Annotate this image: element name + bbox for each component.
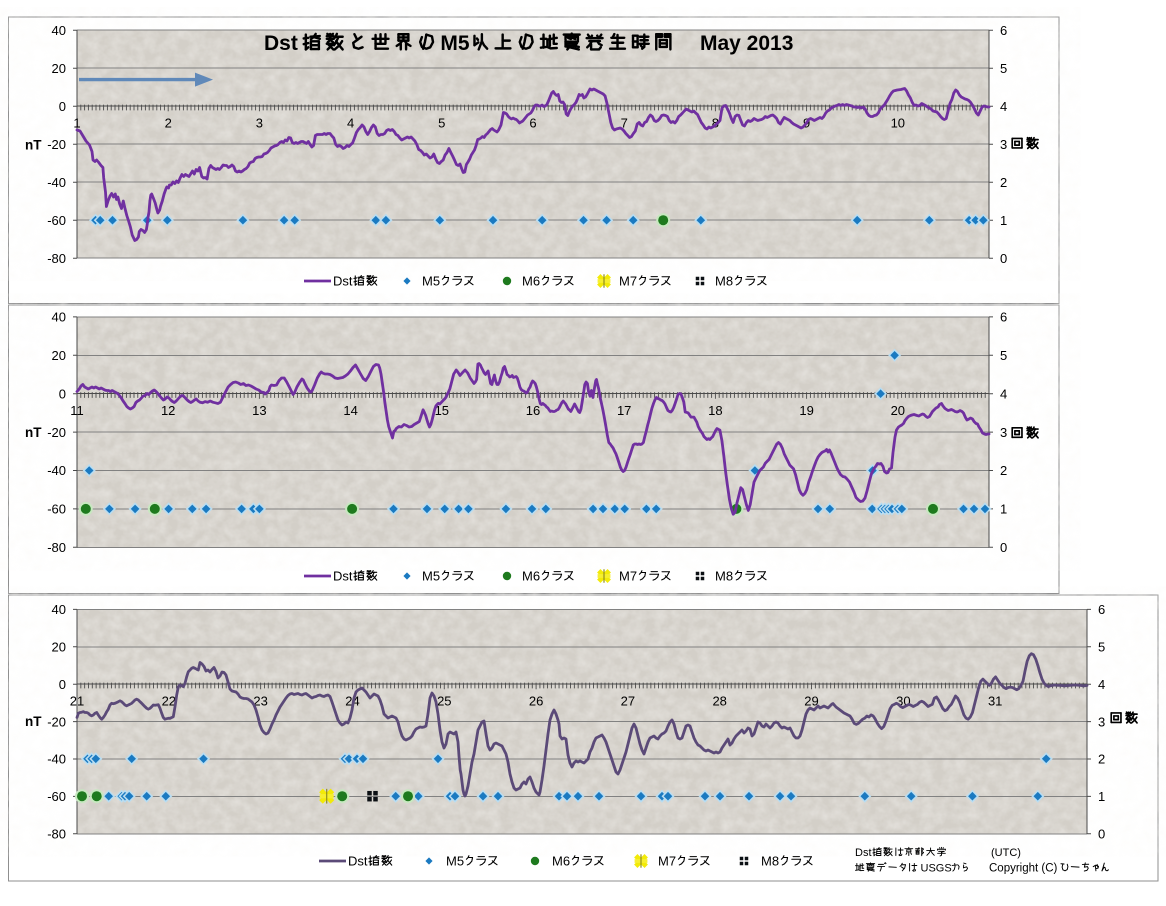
svg-text:M7: M7 (619, 274, 637, 289)
svg-text:0: 0 (1000, 251, 1007, 266)
svg-text:M8: M8 (715, 569, 733, 584)
svg-text:M7: M7 (619, 569, 637, 584)
svg-text:23: 23 (253, 694, 267, 709)
svg-text:-80: -80 (47, 827, 66, 842)
svg-text:(UTC): (UTC) (991, 847, 1021, 859)
svg-text:7: 7 (621, 116, 628, 131)
svg-text:Copyright (C): Copyright (C) (989, 863, 1058, 875)
svg-text:20: 20 (52, 348, 66, 363)
svg-text:2: 2 (1000, 463, 1007, 478)
svg-text:-80: -80 (47, 540, 66, 555)
svg-text:31: 31 (988, 694, 1002, 709)
svg-text:1: 1 (73, 116, 80, 131)
svg-text:Dst: Dst (348, 854, 368, 869)
svg-text:-40: -40 (47, 175, 66, 190)
svg-text:-20: -20 (47, 714, 66, 729)
svg-text:3: 3 (256, 116, 263, 131)
svg-text:15: 15 (435, 403, 449, 418)
svg-text:28: 28 (712, 694, 726, 709)
svg-text:5: 5 (1098, 640, 1105, 655)
svg-text:4: 4 (1000, 386, 1007, 401)
svg-text:1: 1 (1098, 789, 1105, 804)
svg-text:10: 10 (891, 116, 905, 131)
svg-text:6: 6 (1098, 602, 1105, 617)
svg-text:nT: nT (25, 425, 42, 440)
svg-text:25: 25 (437, 694, 451, 709)
svg-text:5: 5 (1000, 348, 1007, 363)
svg-text:13: 13 (252, 403, 266, 418)
svg-text:4: 4 (1098, 677, 1105, 692)
svg-text:2: 2 (1098, 752, 1105, 767)
svg-text:M5: M5 (422, 569, 440, 584)
svg-text:21: 21 (70, 694, 84, 709)
svg-text:-60: -60 (47, 789, 66, 804)
svg-text:6: 6 (1000, 310, 1007, 325)
svg-text:M6: M6 (522, 569, 540, 584)
svg-text:Dst: Dst (855, 847, 872, 859)
svg-text:-60: -60 (47, 213, 66, 228)
svg-text:0: 0 (59, 386, 66, 401)
svg-text:16: 16 (526, 403, 540, 418)
svg-text:40: 40 (52, 310, 66, 325)
svg-text:22: 22 (162, 694, 176, 709)
svg-text:M5: M5 (446, 854, 464, 869)
svg-text:3: 3 (1000, 137, 1007, 152)
svg-text:-60: -60 (47, 502, 66, 517)
svg-text:4: 4 (1000, 99, 1007, 114)
svg-text:0: 0 (59, 99, 66, 114)
svg-text:-20: -20 (47, 425, 66, 440)
svg-text:40: 40 (52, 23, 66, 38)
svg-text:40: 40 (52, 602, 66, 617)
svg-text:3: 3 (1098, 714, 1105, 729)
svg-text:17: 17 (617, 403, 631, 418)
svg-text:nT: nT (25, 714, 42, 729)
svg-text:May 2013: May 2013 (700, 32, 793, 55)
svg-text:Dst: Dst (333, 569, 353, 584)
svg-text:M7: M7 (658, 854, 676, 869)
svg-text:27: 27 (621, 694, 635, 709)
svg-text:20: 20 (52, 61, 66, 76)
svg-text:M8: M8 (715, 274, 733, 289)
svg-text:2: 2 (165, 116, 172, 131)
svg-text:1: 1 (1000, 213, 1007, 228)
svg-text:Dst: Dst (333, 274, 353, 289)
svg-text:1: 1 (1000, 502, 1007, 517)
svg-text:-40: -40 (47, 752, 66, 767)
svg-text:0: 0 (1098, 827, 1105, 842)
svg-text:-40: -40 (47, 463, 66, 478)
svg-text:-80: -80 (47, 251, 66, 266)
svg-text:M8: M8 (761, 854, 779, 869)
svg-text:0: 0 (1000, 540, 1007, 555)
svg-text:0: 0 (59, 677, 66, 692)
svg-text:6: 6 (529, 116, 536, 131)
svg-text:2: 2 (1000, 175, 1007, 190)
svg-text:29: 29 (804, 694, 818, 709)
svg-text:11: 11 (70, 403, 84, 418)
svg-text:Dst: Dst (264, 32, 298, 55)
svg-text:-20: -20 (47, 137, 66, 152)
svg-text:5: 5 (438, 116, 445, 131)
svg-text:6: 6 (1000, 23, 1007, 38)
svg-text:USGS: USGS (921, 863, 952, 875)
svg-text:19: 19 (799, 403, 813, 418)
svg-text:18: 18 (708, 403, 722, 418)
svg-text:14: 14 (343, 403, 357, 418)
svg-text:12: 12 (161, 403, 175, 418)
svg-text:26: 26 (529, 694, 543, 709)
svg-text:5: 5 (1000, 61, 1007, 76)
svg-text:M6: M6 (552, 854, 570, 869)
svg-text:20: 20 (52, 640, 66, 655)
svg-text:M5: M5 (422, 274, 440, 289)
svg-text:20: 20 (891, 403, 905, 418)
svg-text:4: 4 (347, 116, 354, 131)
svg-text:M5: M5 (440, 32, 469, 55)
svg-text:nT: nT (25, 137, 42, 152)
svg-text:3: 3 (1000, 425, 1007, 440)
svg-text:M6: M6 (522, 274, 540, 289)
